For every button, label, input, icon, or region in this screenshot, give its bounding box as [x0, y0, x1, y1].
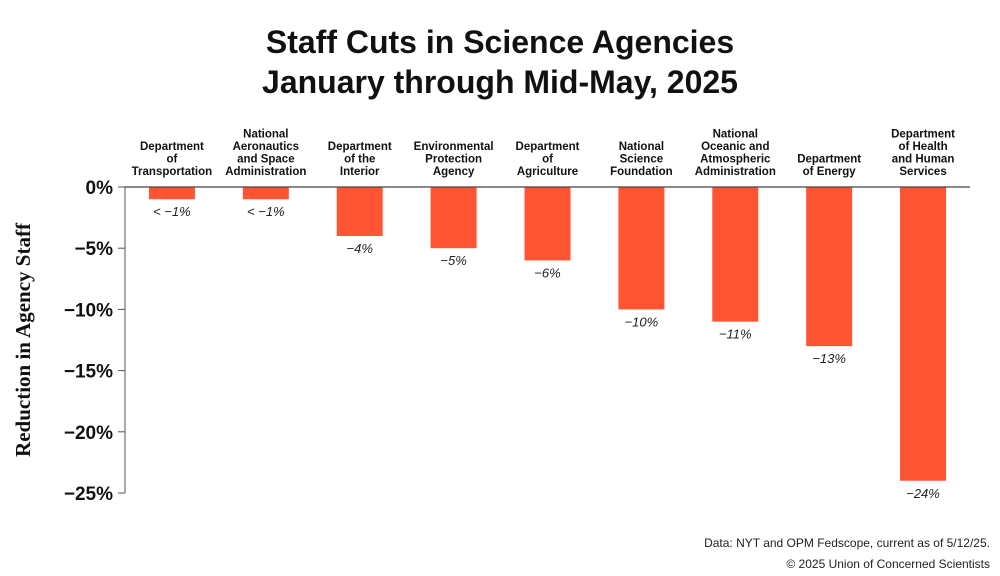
category-label: Department of Agriculture	[516, 141, 580, 178]
category-label: National Oceanic and Atmospheric Administra…	[695, 129, 776, 179]
bar	[242, 187, 289, 200]
data-label: −13%	[812, 351, 846, 366]
bar	[336, 187, 383, 236]
data-source-note: Data: NYT and OPM Fedscope, current as o…	[704, 536, 990, 550]
category-label: Environmental Protection Agency	[414, 141, 494, 178]
category-label: Department of Energy	[797, 154, 861, 179]
y-tick-label: −5%	[74, 239, 113, 260]
y-tick-label: −15%	[64, 362, 113, 383]
data-label: −11%	[719, 327, 752, 342]
category-label: National Aeronautics and Space Administrati…	[225, 129, 306, 179]
bar	[148, 187, 195, 200]
category-label: Department of the Interior	[328, 141, 392, 178]
chart-subtitle: January through Mid-May, 2025	[262, 64, 738, 100]
data-label: < −1%	[247, 204, 285, 219]
y-tick-label: −25%	[64, 484, 113, 505]
y-tick-label: −10%	[64, 300, 113, 321]
y-tick-label: 0%	[86, 178, 114, 199]
bar	[900, 187, 947, 481]
data-label: −24%	[906, 486, 940, 501]
data-label: −5%	[440, 253, 466, 268]
data-label: < −1%	[153, 204, 191, 219]
bar	[712, 187, 759, 322]
y-axis-title: Reduction in Agency Staff	[11, 222, 35, 457]
category-label: National Science Foundation	[610, 141, 673, 178]
bar	[618, 187, 665, 310]
copyright-note: © 2025 Union of Concerned Scientists	[786, 557, 990, 571]
data-label: −4%	[347, 241, 373, 256]
category-label: Department of Health and Human Services	[891, 129, 955, 179]
y-tick-label: −20%	[64, 423, 113, 444]
chart-title: Staff Cuts in Science Agencies	[265, 24, 735, 60]
data-label: −6%	[534, 265, 560, 280]
bar	[524, 187, 571, 261]
data-label: −10%	[625, 314, 659, 329]
category-label: Department of Transportation	[132, 141, 213, 178]
bar	[430, 187, 477, 249]
bar	[806, 187, 853, 347]
